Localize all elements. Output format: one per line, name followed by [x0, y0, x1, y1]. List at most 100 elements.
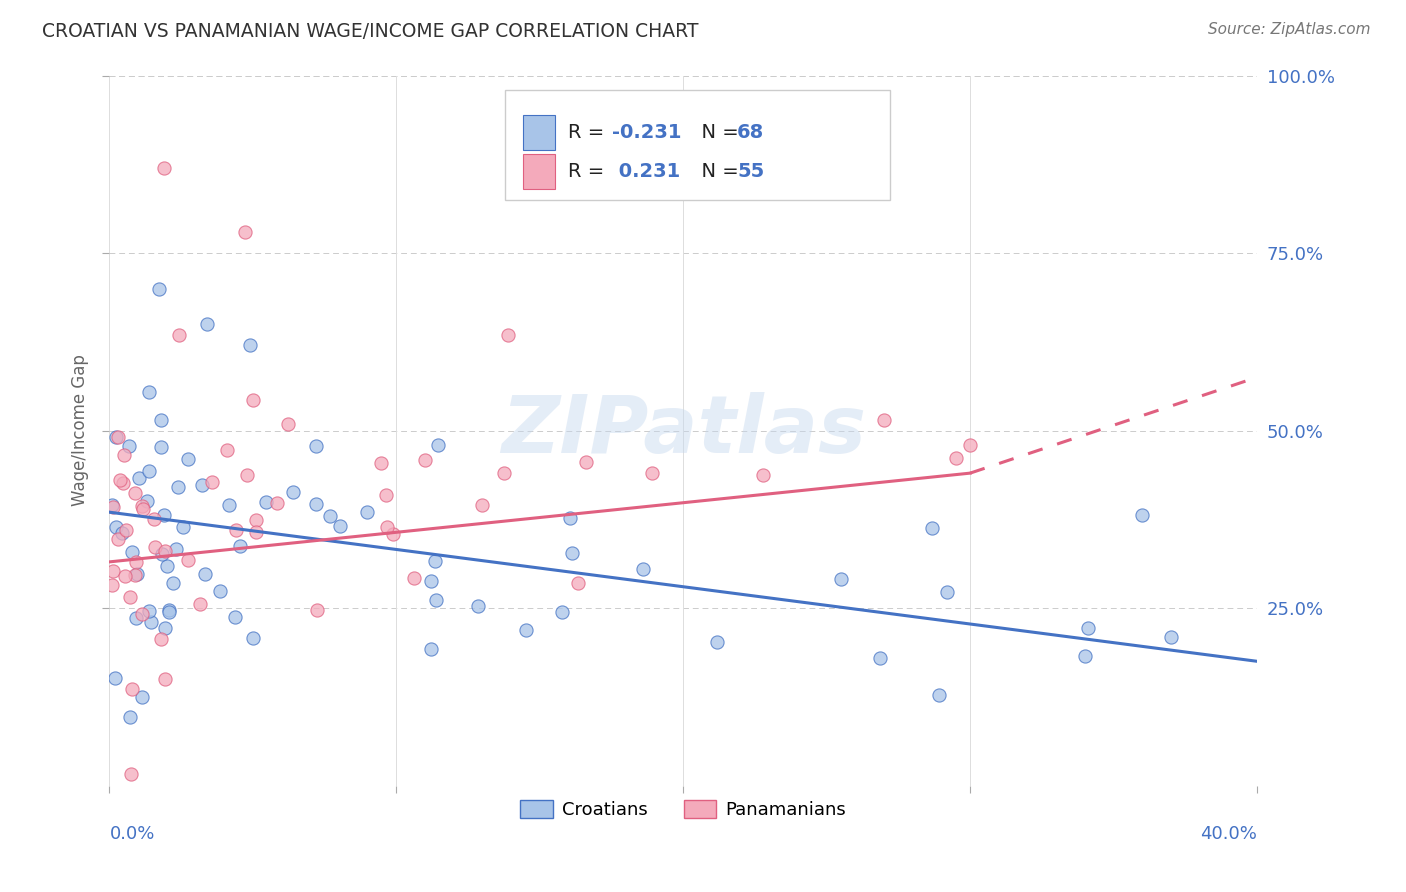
Point [177, 553, 200, 567]
Point [104, 671, 127, 685]
Text: 68: 68 [737, 123, 765, 142]
Point [471, 498, 494, 512]
Point [166, 479, 188, 493]
Point [921, 521, 943, 535]
Point [217, 443, 239, 458]
Point [107, 429, 129, 443]
Point [631, 562, 654, 576]
Point [201, 475, 224, 490]
Point [945, 451, 967, 466]
Point [419, 642, 441, 657]
Point [567, 576, 589, 591]
Point [114, 569, 136, 583]
Point [305, 497, 328, 511]
Text: R =: R = [568, 161, 612, 181]
Point [281, 484, 304, 499]
Point [150, 547, 173, 561]
Point [153, 543, 176, 558]
Point [356, 505, 378, 519]
Point [131, 690, 153, 704]
Point [128, 471, 150, 485]
Point [190, 478, 212, 492]
Point [224, 610, 246, 624]
Point [138, 604, 160, 618]
Point [254, 495, 277, 509]
Point [561, 546, 583, 560]
Point [706, 634, 728, 648]
Point [101, 564, 124, 578]
Point [208, 583, 231, 598]
Point [574, 455, 596, 469]
Point [959, 438, 981, 452]
Point [426, 438, 449, 452]
Text: CROATIAN VS PANAMANIAN WAGE/INCOME GAP CORRELATION CHART: CROATIAN VS PANAMANIAN WAGE/INCOME GAP C… [42, 22, 699, 41]
Point [118, 709, 141, 723]
Point [560, 511, 582, 525]
Point [101, 578, 124, 592]
Point [193, 566, 215, 581]
Point [131, 607, 153, 621]
FancyBboxPatch shape [505, 90, 890, 200]
Point [177, 451, 200, 466]
Text: Source: ZipAtlas.com: Source: ZipAtlas.com [1208, 22, 1371, 37]
Point [121, 545, 143, 559]
Point [752, 467, 775, 482]
Point [277, 417, 299, 431]
Point [873, 413, 896, 427]
Point [236, 468, 259, 483]
Point [830, 572, 852, 586]
Point [1074, 649, 1097, 664]
Text: 0.231: 0.231 [612, 161, 681, 181]
Point [413, 453, 436, 467]
Point [112, 448, 135, 462]
Point [245, 524, 267, 539]
Point [498, 327, 520, 342]
Text: N =: N = [689, 161, 745, 181]
Point [1077, 621, 1099, 635]
Text: R =: R = [568, 123, 612, 142]
Point [105, 430, 128, 444]
Text: -0.231: -0.231 [612, 123, 682, 142]
Point [169, 327, 191, 342]
Point [370, 456, 392, 470]
Point [1130, 508, 1153, 522]
Point [319, 508, 342, 523]
Point [551, 605, 574, 619]
Point [153, 672, 176, 686]
Point [138, 384, 160, 399]
Point [121, 681, 143, 696]
Text: 40.0%: 40.0% [1201, 824, 1257, 843]
Point [104, 520, 127, 534]
Point [124, 485, 146, 500]
Point [120, 767, 142, 781]
Point [375, 520, 398, 534]
Point [152, 161, 174, 175]
Point [307, 603, 329, 617]
Point [150, 440, 173, 454]
Point [149, 632, 172, 646]
Point [103, 500, 125, 514]
Point [125, 611, 148, 625]
FancyBboxPatch shape [523, 114, 555, 150]
Point [375, 488, 398, 502]
Point [101, 498, 124, 512]
Point [118, 590, 141, 604]
Point [131, 499, 153, 513]
Point [127, 566, 149, 581]
Y-axis label: Wage/Income Gap: Wage/Income Gap [72, 355, 89, 507]
Point [233, 225, 256, 239]
Point [195, 317, 218, 331]
Point [138, 464, 160, 478]
Point [467, 599, 489, 614]
Point [132, 502, 155, 516]
Point [381, 526, 404, 541]
Text: N =: N = [689, 123, 745, 142]
Point [225, 523, 247, 537]
Text: 0.0%: 0.0% [110, 824, 155, 843]
Point [228, 539, 250, 553]
FancyBboxPatch shape [523, 153, 555, 189]
Point [111, 475, 134, 490]
Point [1160, 630, 1182, 644]
Point [641, 466, 664, 480]
Point [157, 605, 180, 619]
